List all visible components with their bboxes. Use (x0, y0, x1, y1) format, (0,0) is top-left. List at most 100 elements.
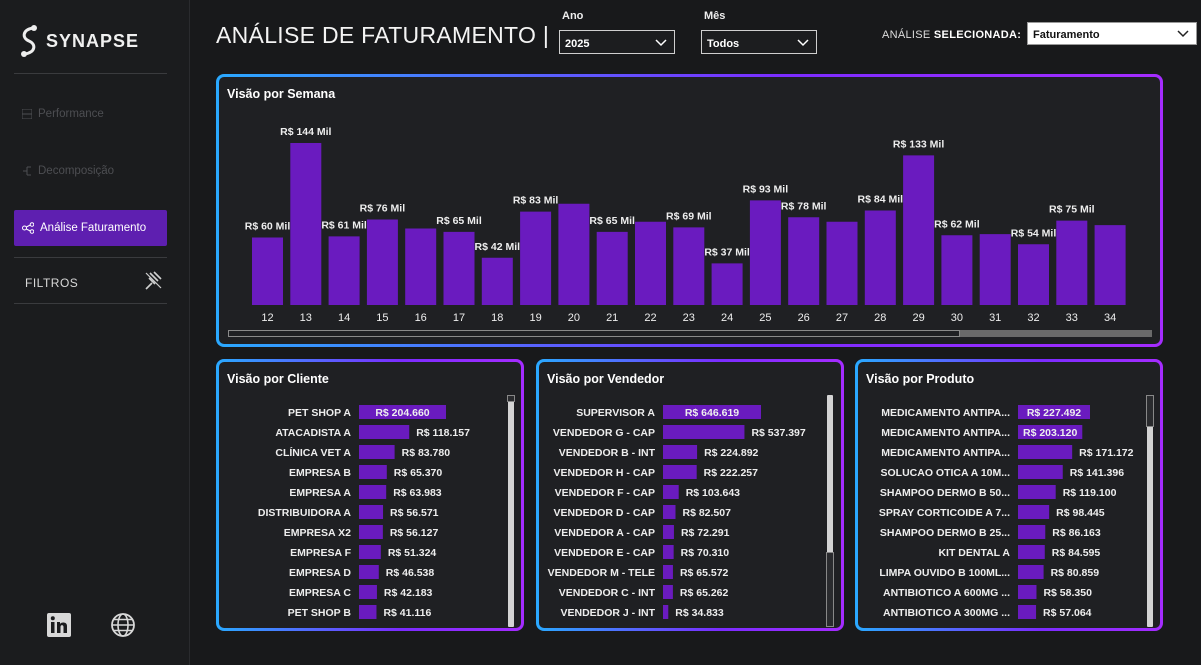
x-tick-label: 15 (376, 312, 388, 324)
data-label: R$ 37 Mil (704, 246, 750, 258)
weekly-bar (903, 155, 935, 305)
row-bar (663, 405, 761, 419)
category-label: PET SHOP A (288, 407, 351, 419)
data-label: R$ 78 Mil (781, 200, 827, 212)
vertical-scrollbar-thumb[interactable] (507, 395, 515, 402)
x-tick-label: 23 (683, 312, 695, 324)
value-label: R$ 34.833 (675, 607, 724, 619)
value-label: R$ 56.127 (390, 527, 439, 539)
unpin-icon[interactable] (143, 270, 163, 290)
category-label: SOLUCAO OTICA A 10M... (880, 467, 1010, 479)
weekly-bar (596, 231, 628, 305)
year-dropdown[interactable]: 2025 (559, 30, 675, 54)
value-label: R$ 86.163 (1052, 527, 1101, 539)
vertical-scrollbar-thumb[interactable] (826, 552, 834, 627)
value-label: R$ 58.350 (1043, 587, 1092, 599)
horizontal-scrollbar-track[interactable] (228, 330, 1152, 337)
data-label: R$ 76 Mil (360, 203, 406, 215)
value-label: R$ 204.660 (375, 407, 429, 419)
x-tick-label: 12 (261, 312, 273, 324)
nav-item-label: Análise Faturamento (40, 222, 147, 234)
value-label: R$ 46.538 (386, 567, 435, 579)
x-tick-label: 21 (606, 312, 618, 324)
value-label: R$ 119.100 (1063, 487, 1117, 499)
category-label: MEDICAMENTO ANTIPA... (881, 427, 1010, 439)
weekly-bar (481, 257, 513, 305)
analysis-dropdown[interactable]: Faturamento (1027, 22, 1197, 45)
data-label: R$ 62 Mil (934, 218, 980, 230)
panel-title: Visão por Produto (866, 372, 975, 386)
row-bar (663, 545, 674, 559)
vertical-scrollbar-track[interactable] (1147, 395, 1153, 627)
x-tick-label: 25 (759, 312, 771, 324)
category-label: EMPRESA B (289, 467, 351, 479)
category-label: SUPERVISOR A (576, 407, 655, 419)
x-tick-label: 24 (721, 312, 733, 324)
x-tick-label: 14 (338, 312, 350, 324)
nav-item-performance[interactable]: Performance (14, 96, 167, 132)
data-label: R$ 84 Mil (858, 194, 904, 206)
row-bar (663, 445, 698, 459)
weekly-bar (443, 231, 475, 305)
nav-item-label: Decomposição (38, 165, 115, 177)
value-label: R$ 41.116 (383, 607, 431, 619)
weekly-bar (749, 200, 781, 305)
row-bar (1018, 565, 1044, 579)
vertical-scrollbar-track[interactable] (508, 395, 514, 627)
value-label: R$ 141.396 (1070, 467, 1124, 479)
weekly-bar (711, 263, 743, 305)
vertical-scrollbar-track[interactable] (827, 395, 833, 627)
month-dropdown[interactable]: Todos (701, 30, 817, 54)
row-bar (359, 445, 395, 459)
value-label: R$ 42.183 (384, 587, 433, 599)
value-label: R$ 227.492 (1027, 407, 1081, 419)
horizontal-scrollbar-thumb[interactable] (228, 330, 960, 337)
row-bar (359, 505, 384, 519)
value-label: R$ 83.780 (402, 447, 451, 459)
category-label: SHAMPOO DERMO B 50... (880, 487, 1010, 499)
row-bar (1018, 425, 1083, 439)
vertical-scrollbar-thumb[interactable] (1146, 395, 1154, 427)
weekly-bar (366, 219, 398, 305)
analysis-selector-label: ANÁLISE SELECIONADA: (882, 29, 1021, 41)
value-label: R$ 222.257 (704, 467, 758, 479)
data-label: R$ 144 Mil (280, 126, 331, 138)
row-bar (1018, 585, 1037, 599)
category-label: EMPRESA X2 (284, 527, 351, 539)
value-label: R$ 63.983 (393, 487, 442, 499)
weekly-bar (328, 236, 360, 305)
x-tick-label: 17 (453, 312, 465, 324)
category-label: VENDEDOR H - CAP (553, 467, 655, 479)
category-label: EMPRESA D (289, 567, 351, 579)
category-label: ANTIBIOTICO A 300MG ... (883, 607, 1010, 619)
data-label: R$ 65 Mil (589, 215, 635, 227)
row-bar (1018, 545, 1045, 559)
value-label: R$ 57.064 (1043, 607, 1092, 619)
row-bar (359, 485, 387, 499)
chevron-down-icon (655, 39, 667, 47)
panel-title: Visão por Semana (227, 87, 336, 101)
row-bar (663, 585, 673, 599)
nav-item-decomposicao[interactable]: Decomposição (14, 153, 167, 189)
row-bar (663, 425, 745, 439)
analysis-label-prefix: ANÁLISE (882, 29, 934, 41)
data-label: R$ 54 Mil (1011, 227, 1057, 239)
category-label: VENDEDOR B - INT (559, 447, 656, 459)
nav-item-analise-faturamento[interactable]: Análise Faturamento (14, 210, 167, 246)
page-title: ANÁLISE DE FATURAMENTO | (216, 22, 550, 48)
divider (14, 303, 167, 304)
x-tick-label: 20 (568, 312, 580, 324)
x-tick-label: 29 (912, 312, 924, 324)
value-label: R$ 646.619 (685, 407, 739, 419)
value-label: R$ 203.120 (1023, 427, 1077, 439)
value-label: R$ 51.324 (388, 547, 437, 559)
value-label: R$ 70.310 (681, 547, 730, 559)
year-dropdown-value: 2025 (565, 38, 590, 50)
category-label: LIMPA OUVIDO B 100ML... (879, 567, 1010, 579)
weekly-bar (979, 234, 1011, 305)
row-bar (663, 505, 676, 519)
category-label: MEDICAMENTO ANTIPA... (881, 447, 1010, 459)
category-label: ATACADISTA A (275, 427, 351, 439)
globe-icon[interactable] (110, 612, 136, 638)
linkedin-icon[interactable] (46, 612, 72, 638)
